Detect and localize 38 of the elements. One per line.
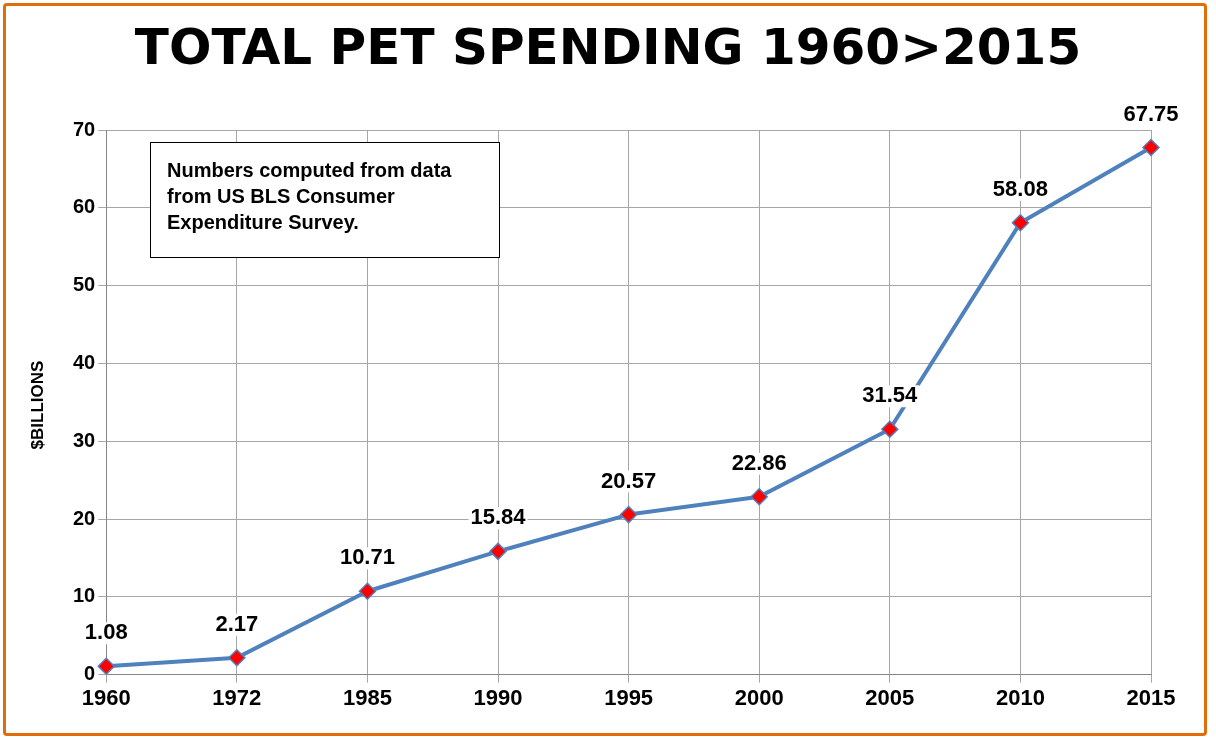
y-tick-label: 60	[73, 195, 96, 218]
point	[97, 657, 115, 675]
x-tick-label: 1990	[473, 684, 523, 710]
x-tick-label: 2005	[865, 684, 915, 710]
chart-title: TOTAL PET SPENDING 1960>2015	[133, 18, 1083, 76]
point	[750, 488, 768, 506]
y-tick-label: 10	[73, 584, 96, 607]
point	[489, 542, 507, 561]
data-label: 58.08	[992, 175, 1048, 201]
data-label: 22.86	[731, 449, 787, 475]
y-tick-label: 20	[73, 506, 96, 529]
point	[881, 420, 899, 438]
y-tick-label: 50	[73, 273, 96, 296]
data-label: 31.54	[862, 382, 919, 408]
x-tick-label: 2015	[1126, 684, 1176, 710]
point	[619, 505, 638, 524]
data-label: 1.08	[84, 619, 128, 645]
y-tick-label: 70	[73, 117, 96, 140]
point	[1011, 213, 1030, 232]
note-box: Numbers computed from data from US BLS Consumer Expenditure Survey.	[150, 142, 500, 258]
y-tick-label: 0	[84, 662, 96, 685]
x-tick-label: 2000	[734, 684, 784, 710]
data-label: 20.57	[601, 467, 657, 493]
point	[358, 582, 377, 601]
point	[1142, 138, 1160, 157]
x-tick-label: 1985	[342, 684, 392, 710]
data-label: 15.84	[470, 504, 527, 530]
y-tick-label: 30	[73, 428, 96, 451]
x-tick-label: 2010	[995, 684, 1045, 710]
data-label: 2.17	[215, 610, 259, 636]
data-label: 10.71	[339, 544, 395, 570]
point	[228, 648, 246, 667]
data-label: 67.75	[1123, 100, 1179, 126]
y-axis-title: $BILLIONS	[28, 360, 48, 450]
x-tick-label: 1972	[212, 684, 262, 710]
y-tick-label: 40	[73, 350, 96, 373]
x-tick-label: 1995	[604, 684, 654, 710]
x-tick-label: 1960	[81, 684, 131, 710]
